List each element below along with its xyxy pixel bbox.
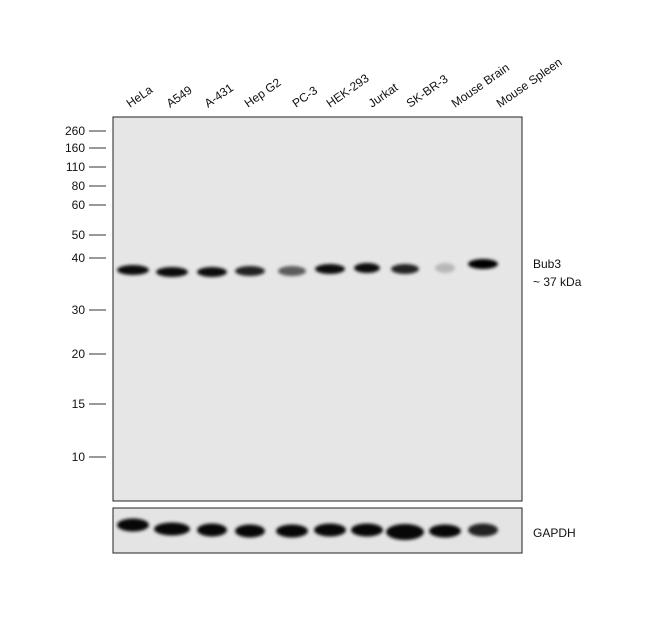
marker-label: 110 xyxy=(66,160,85,174)
gapdh-band xyxy=(235,524,265,538)
target-band xyxy=(468,259,498,269)
marker-label: 15 xyxy=(72,397,86,411)
gapdh-band xyxy=(276,524,308,538)
gapdh-band xyxy=(154,522,190,536)
marker-label: 80 xyxy=(72,179,86,193)
blot-main xyxy=(112,116,523,502)
marker-label: 60 xyxy=(72,198,86,212)
gapdh-band xyxy=(117,518,149,532)
target-band xyxy=(235,266,265,276)
target-band xyxy=(197,267,227,277)
gapdh-band xyxy=(386,524,424,540)
target-band xyxy=(156,267,188,277)
loading-control-label: GAPDH xyxy=(533,526,576,540)
marker-label: 20 xyxy=(72,347,86,361)
target-band xyxy=(354,263,380,273)
gapdh-band xyxy=(429,524,461,538)
bands xyxy=(117,259,498,540)
marker-label: 50 xyxy=(72,228,86,242)
target-size: ~ 37 kDa xyxy=(533,275,582,289)
target-band xyxy=(435,263,455,273)
marker-label: 260 xyxy=(65,124,85,138)
target-band xyxy=(278,266,306,276)
target-band xyxy=(391,264,419,274)
gapdh-band xyxy=(314,523,346,537)
target-band xyxy=(117,265,149,275)
marker-label: 40 xyxy=(72,251,86,265)
gapdh-band xyxy=(197,523,227,537)
marker-label: 10 xyxy=(72,450,86,464)
marker-label: 160 xyxy=(65,141,85,155)
gapdh-band xyxy=(468,523,498,537)
target-band xyxy=(315,264,345,274)
marker-label: 30 xyxy=(72,303,86,317)
target-name: Bub3 xyxy=(533,257,561,271)
gapdh-band xyxy=(351,523,383,537)
